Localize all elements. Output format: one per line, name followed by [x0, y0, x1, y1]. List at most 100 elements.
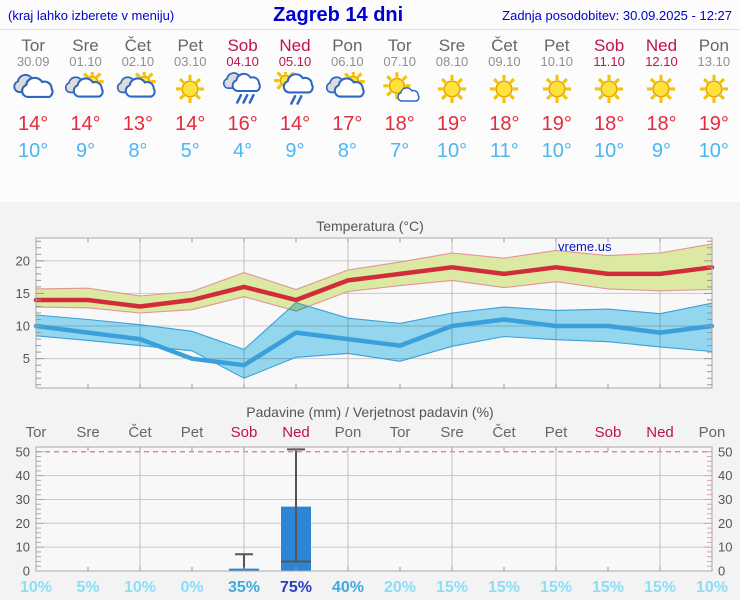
svg-text:15: 15: [16, 286, 30, 301]
min-temperature: 7°: [390, 140, 410, 162]
max-temperature: 13°: [122, 113, 153, 135]
max-temperature: 18°: [384, 113, 415, 135]
precip-day-label: Tor: [389, 424, 411, 441]
day-date: 30.09: [16, 54, 50, 69]
forecast-day[interactable]: Pet 10.10 19° 10°: [531, 37, 583, 164]
forecast-day[interactable]: Sre 01.10 14° 9°: [59, 37, 111, 164]
forecast-day[interactable]: Tor 07.10 18° 7°: [374, 37, 426, 164]
day-name: Pon: [332, 36, 363, 55]
sunny-icon: [481, 71, 527, 109]
day-date: 02.10: [121, 54, 155, 69]
forecast-day[interactable]: Sre 08.10 19° 10°: [426, 37, 478, 164]
forecast-day[interactable]: Sob 04.10 16° 4°: [216, 37, 268, 164]
day-date: 10.10: [540, 54, 574, 69]
day-date: 03.10: [173, 54, 207, 69]
precip-day-label: Tor: [25, 424, 47, 441]
min-temperature: 10°: [593, 140, 625, 162]
precip-day-label: Sre: [76, 424, 100, 441]
max-temperature: 19°: [436, 113, 468, 135]
partly-icon: [324, 71, 370, 109]
svg-text:50: 50: [16, 444, 30, 459]
sunny-icon: [638, 71, 684, 109]
svg-text:40: 40: [718, 468, 732, 483]
forecast-day[interactable]: Čet 09.10 18° 11°: [478, 37, 530, 164]
day-name: Ned: [279, 36, 311, 55]
precip-probability: 0%: [180, 579, 204, 596]
partly-icon: [63, 71, 109, 109]
watermark: vreme.us: [558, 239, 612, 254]
precip-probability: 5%: [76, 579, 100, 596]
forecast-day[interactable]: Ned 05.10 14° 9°: [269, 37, 321, 164]
max-temperature: 14°: [18, 113, 49, 135]
min-temperature: 10°: [698, 140, 729, 162]
min-temperature: 8°: [337, 140, 357, 162]
precip-day-label: Čet: [128, 424, 152, 441]
precip-day-label: Sob: [230, 424, 258, 441]
svg-text:20: 20: [16, 516, 30, 531]
day-date: 11.10: [593, 54, 625, 69]
forecast-day[interactable]: Tor 30.09 14° 10°: [7, 37, 59, 164]
max-temperature: 19°: [698, 113, 729, 135]
day-name: Sob: [227, 36, 258, 55]
precip-probability: 40%: [331, 579, 365, 596]
precip-day-label: Pon: [698, 424, 726, 441]
page-header: (kraj lahko izberete v meniju) Zagreb 14…: [0, 0, 740, 30]
partly-icon: [115, 71, 161, 109]
svg-text:40: 40: [16, 468, 30, 483]
max-temperature: 14°: [279, 113, 311, 135]
day-date: 06.10: [331, 54, 364, 69]
svg-text:5: 5: [23, 351, 30, 366]
svg-text:10: 10: [16, 540, 30, 555]
sunny-icon: [691, 71, 737, 109]
forecast-day[interactable]: Čet 02.10 13° 8°: [112, 37, 164, 164]
precip-day-label: Ned: [282, 424, 310, 441]
day-date: 09.10: [488, 54, 521, 69]
precip-probability: 15%: [435, 579, 469, 596]
temperature-chart: 5 10 15 20 vreme.us: [16, 237, 715, 389]
precip-probability: 35%: [227, 579, 261, 596]
min-temperature: 10°: [541, 140, 572, 162]
svg-text:10: 10: [718, 540, 732, 555]
day-name: Čet: [491, 36, 518, 55]
min-temperature: 10°: [436, 140, 468, 162]
min-temperature: 8°: [128, 140, 148, 162]
svg-text:30: 30: [16, 492, 30, 507]
forecast-day[interactable]: Sob 11.10 18° 10°: [583, 37, 635, 164]
day-name: Tor: [21, 36, 45, 55]
precip-probability: 15%: [487, 579, 521, 596]
sun-rain-icon: [272, 71, 318, 109]
forecast-day[interactable]: Pet 03.10 14° 5°: [164, 37, 216, 164]
cloudy-icon: [10, 71, 56, 109]
precip-probability: 10%: [19, 579, 53, 596]
precip-day-label: Ned: [646, 424, 674, 441]
sunny-icon: [167, 71, 213, 109]
precipitation-chart: 0 0 10 10 20 20 30 30 40 40 50 50: [16, 444, 733, 576]
day-date: 04.10: [226, 54, 259, 69]
day-name: Tor: [387, 36, 412, 55]
forecast-day[interactable]: Pon 06.10 17° 8°: [321, 37, 373, 164]
precip-day-label: Pet: [180, 424, 204, 441]
min-temperature: 9°: [285, 140, 305, 162]
day-date: 01.10: [69, 54, 102, 69]
precip-day-label: Pet: [544, 424, 568, 441]
day-name: Čet: [124, 36, 152, 55]
day-name: Pet: [543, 36, 570, 55]
page-title: Zagreb 14 dni: [273, 3, 404, 26]
forecast-day[interactable]: Ned 12.10 18° 9°: [635, 37, 687, 164]
max-temperature: 19°: [541, 113, 572, 135]
precip-probability-row: 10% 5% 10% 0% 35% 75% 40% 20% 15% 15% 15% 15% 15% 10%: [0, 578, 740, 598]
max-temperature: 14°: [70, 113, 101, 135]
location-menu-hint[interactable]: (kraj lahko izberete v meniju): [8, 7, 175, 23]
max-temperature: 18°: [593, 113, 625, 135]
min-temperature: 9°: [651, 140, 672, 162]
day-date: 12.10: [645, 54, 678, 69]
sunny-icon: [586, 71, 632, 109]
svg-text:30: 30: [718, 492, 732, 507]
forecast-table: Tor 30.09 14° 10° Sre 01.10 14° 9° Čet 02.10 13° 8°…: [7, 37, 740, 164]
day-name: Ned: [645, 36, 678, 55]
mostly-sunny-icon: [377, 71, 423, 109]
precipitation-chart-title: Padavine (mm) / Verjetnost padavin (%): [246, 404, 494, 420]
forecast-day[interactable]: Pon 13.10 19° 10°: [688, 37, 740, 164]
day-date: 07.10: [383, 54, 416, 69]
precip-probability: 10%: [695, 579, 729, 596]
